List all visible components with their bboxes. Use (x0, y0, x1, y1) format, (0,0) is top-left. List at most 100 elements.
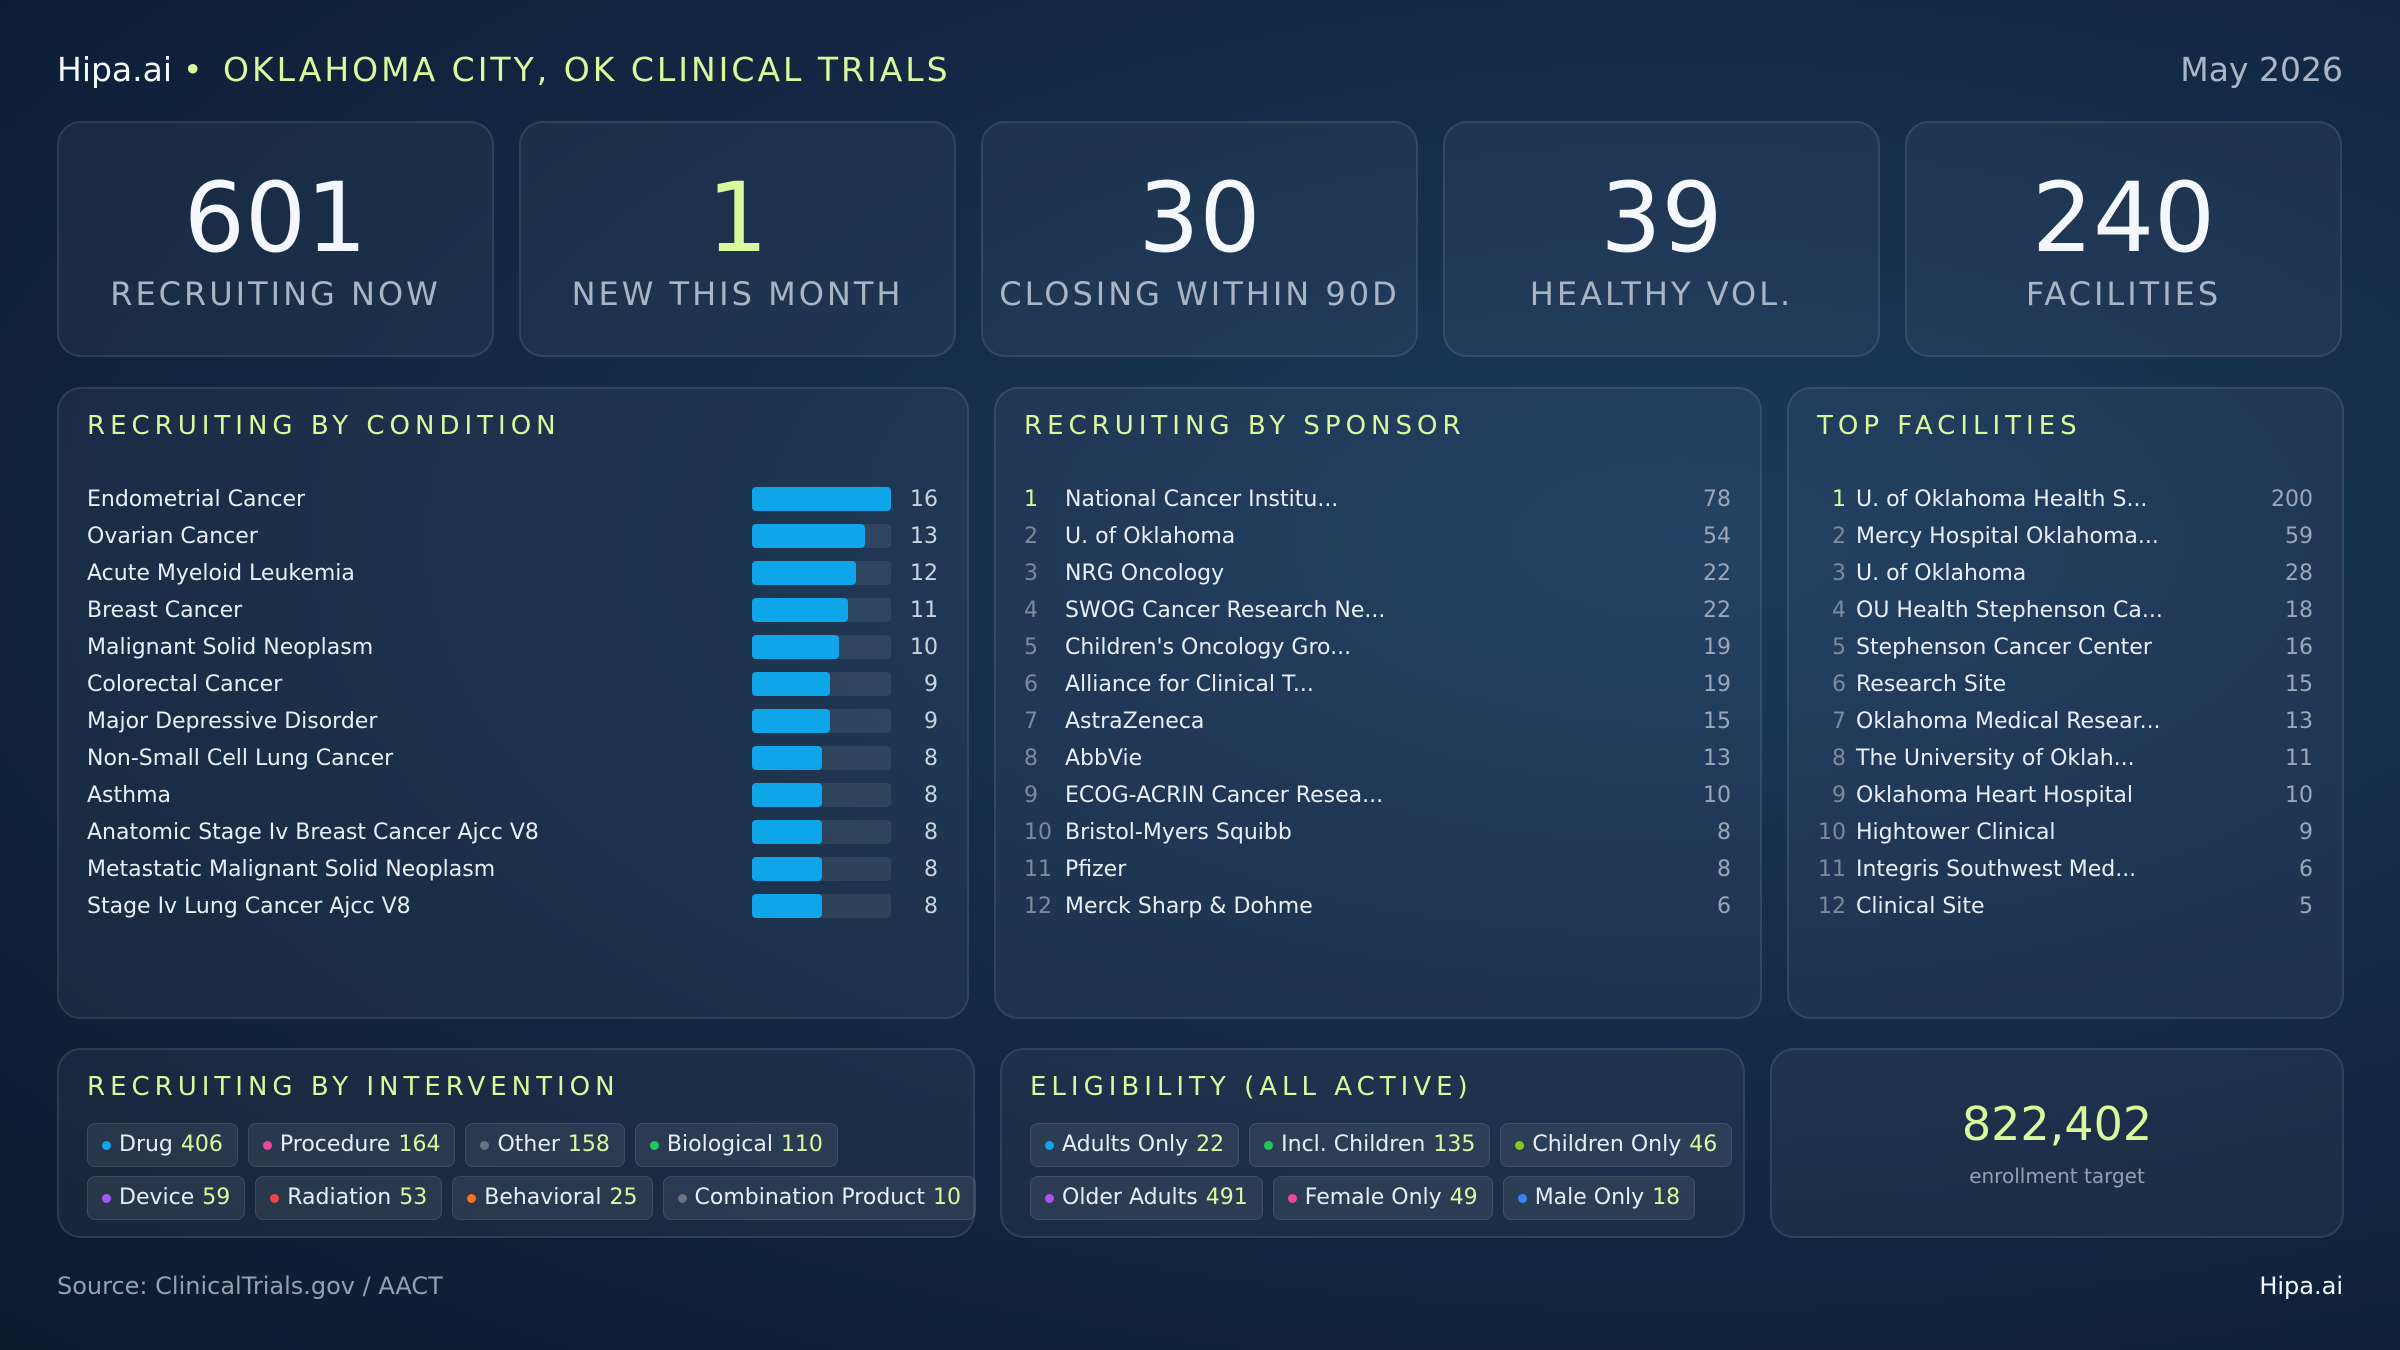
item-value: 8 (1717, 857, 1731, 882)
list-row: 11 Pfizer 8 (996, 851, 1760, 888)
item-value: 13 (1703, 746, 1731, 771)
condition-name: Anatomic Stage Iv Breast Cancer Ajcc V8 (87, 820, 539, 845)
kpi-card: 601 RECRUITING NOW (57, 121, 494, 357)
rank: 4 (1832, 598, 1846, 623)
condition-name: Colorectal Cancer (87, 672, 283, 697)
chip-dot (480, 1140, 490, 1150)
item-value: 10 (2285, 783, 2313, 808)
chip-value: 135 (1433, 1132, 1476, 1157)
bar (752, 487, 891, 511)
bar (752, 561, 857, 585)
condition-row: Ovarian Cancer 13 (59, 518, 967, 555)
item-value: 15 (1703, 709, 1731, 734)
item-name: Alliance for Clinical T... (1065, 672, 1314, 697)
condition-name: Acute Myeloid Leukemia (87, 561, 355, 586)
rank: 4 (1024, 598, 1038, 623)
chip-name: Adults Only (1062, 1132, 1189, 1157)
enrollment-value: 822,402 (1961, 1097, 2153, 1151)
bar-track (752, 635, 891, 659)
list-row: 8 The University of Oklah... 11 (1789, 740, 2342, 777)
item-name: AstraZeneca (1065, 709, 1205, 734)
condition-row: Anatomic Stage Iv Breast Cancer Ajcc V8 8 (59, 814, 967, 851)
rank: 10 (1024, 820, 1052, 845)
chip-dot (1045, 1193, 1054, 1203)
item-value: 19 (1703, 672, 1731, 697)
chip-value: 10 (932, 1185, 961, 1210)
rank: 8 (1832, 746, 1846, 771)
condition-name: Ovarian Cancer (87, 524, 258, 549)
rank: 6 (1024, 672, 1038, 697)
chip: Male Only 18 (1502, 1176, 1696, 1220)
condition-name: Metastatic Malignant Solid Neoplasm (87, 857, 496, 882)
item-name: U. of Oklahoma (1856, 561, 2027, 586)
chip-dot (1264, 1140, 1274, 1150)
sponsor-panel: RECRUITING BY SPONSOR 1 National Cancer I… (994, 387, 1762, 1019)
chip-dot (1045, 1140, 1054, 1150)
condition-name: Non-Small Cell Lung Cancer (87, 746, 394, 771)
list-row: 11 Integris Southwest Med... 6 (1789, 851, 2342, 888)
chip: Adults Only 22 (1030, 1123, 1240, 1167)
item-value: 10 (1703, 783, 1731, 808)
list-row: 4 SWOG Cancer Research Ne... 22 (996, 592, 1760, 629)
condition-name: Endometrial Cancer (87, 487, 306, 512)
chip-value: 25 (609, 1185, 638, 1210)
chip-dot (467, 1193, 477, 1203)
item-value: 28 (2285, 561, 2313, 586)
panel-title: RECRUITING BY INTERVENTION (87, 1072, 620, 1102)
date: May 2026 (2180, 50, 2343, 89)
item-name: Children's Oncology Gro... (1065, 635, 1352, 660)
chip-value: 18 (1652, 1185, 1681, 1210)
item-name: U. of Oklahoma Health S... (1856, 487, 2148, 512)
rank: 2 (1024, 524, 1038, 549)
bar (752, 783, 822, 807)
separator: • (183, 50, 203, 89)
item-value: 9 (2299, 820, 2313, 845)
item-value: 19 (1703, 635, 1731, 660)
chip-value: 49 (1449, 1185, 1478, 1210)
rank: 9 (1024, 783, 1038, 808)
condition-value: 13 (910, 524, 938, 549)
condition-name: Asthma (87, 783, 171, 808)
item-value: 6 (2299, 857, 2313, 882)
rank: 11 (1818, 857, 1846, 882)
chip-name: Biological (666, 1132, 773, 1157)
brand: Hipa.ai (57, 50, 173, 89)
kpi-value: 601 (183, 162, 368, 274)
list-row: 3 U. of Oklahoma 28 (1789, 555, 2342, 592)
item-name: Oklahoma Heart Hospital (1856, 783, 2133, 808)
chip-value: 22 (1196, 1132, 1225, 1157)
item-name: SWOG Cancer Research Ne... (1065, 598, 1386, 623)
rank: 9 (1832, 783, 1846, 808)
chip: Drug 406 (87, 1123, 238, 1167)
chip-dot (677, 1193, 687, 1203)
chip-value: 164 (398, 1132, 441, 1157)
chip: Biological 110 (634, 1123, 838, 1167)
rank: 5 (1832, 635, 1846, 660)
condition-value: 9 (924, 709, 938, 734)
bar (752, 857, 822, 881)
list-row: 6 Research Site 15 (1789, 666, 2342, 703)
intervention-panel: RECRUITING BY INTERVENTION Drug 406 Proced… (57, 1048, 976, 1238)
kpi-value: 240 (2031, 162, 2216, 274)
kpi-value: 1 (706, 162, 769, 274)
bar-track (752, 709, 891, 733)
bar-track (752, 487, 891, 511)
kpi-label: RECRUITING NOW (110, 275, 441, 313)
condition-value: 8 (924, 746, 938, 771)
kpi-label: CLOSING WITHIN 90D (999, 275, 1400, 313)
condition-row: Endometrial Cancer 16 (59, 481, 967, 518)
condition-value: 8 (924, 783, 938, 808)
bar-track (752, 746, 891, 770)
item-name: Stephenson Cancer Center (1856, 635, 2152, 660)
bar (752, 820, 822, 844)
chip-value: 491 (1205, 1185, 1248, 1210)
item-name: Pfizer (1065, 857, 1127, 882)
rank: 12 (1818, 894, 1846, 919)
bar (752, 894, 822, 918)
item-name: Merck Sharp & Dohme (1065, 894, 1313, 919)
rank: 1 (1024, 487, 1038, 512)
chip: Other 158 (465, 1123, 625, 1167)
list-row: 2 U. of Oklahoma 54 (996, 518, 1760, 555)
chip-row: Device 59 Radiation 53 Behavioral 25 Combinati… (87, 1176, 976, 1220)
